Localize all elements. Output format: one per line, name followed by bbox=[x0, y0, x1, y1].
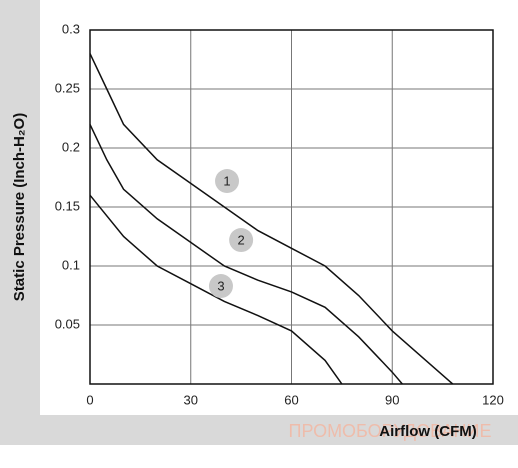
curve-badge bbox=[229, 228, 254, 253]
curve-badge-label: 2 bbox=[238, 232, 245, 247]
x-tick-label: 90 bbox=[385, 392, 399, 407]
y-band bbox=[0, 0, 40, 445]
x-band bbox=[0, 415, 518, 445]
curve bbox=[89, 124, 403, 385]
curve-badge-label: 1 bbox=[223, 173, 230, 188]
curve-badge-label: 3 bbox=[217, 278, 224, 293]
y-tick-label: 0.25 bbox=[55, 80, 80, 95]
curve bbox=[89, 53, 454, 385]
x-tick-label: 60 bbox=[284, 392, 298, 407]
y-tick-label: 0.2 bbox=[62, 139, 80, 154]
y-tick-label: 0.05 bbox=[55, 316, 80, 331]
y-tick-label: 0.1 bbox=[62, 257, 80, 272]
curve-badge bbox=[208, 274, 233, 299]
x-axis-label: Airflow (CFM) bbox=[379, 423, 476, 440]
x-tick-label: 30 bbox=[184, 392, 198, 407]
x-tick-label: 0 bbox=[86, 392, 93, 407]
y-tick-label: 0.3 bbox=[62, 21, 80, 36]
watermark: ПРОМОБОРУДОВАНИЕ bbox=[289, 421, 492, 441]
curve-badge bbox=[215, 169, 240, 194]
x-tick-label: 120 bbox=[482, 392, 504, 407]
y-axis-label: Static Pressure (Inch-H₂O) bbox=[11, 113, 28, 301]
plot-frame bbox=[89, 29, 494, 385]
curve bbox=[89, 194, 343, 385]
y-tick-label: 0.15 bbox=[55, 198, 80, 213]
